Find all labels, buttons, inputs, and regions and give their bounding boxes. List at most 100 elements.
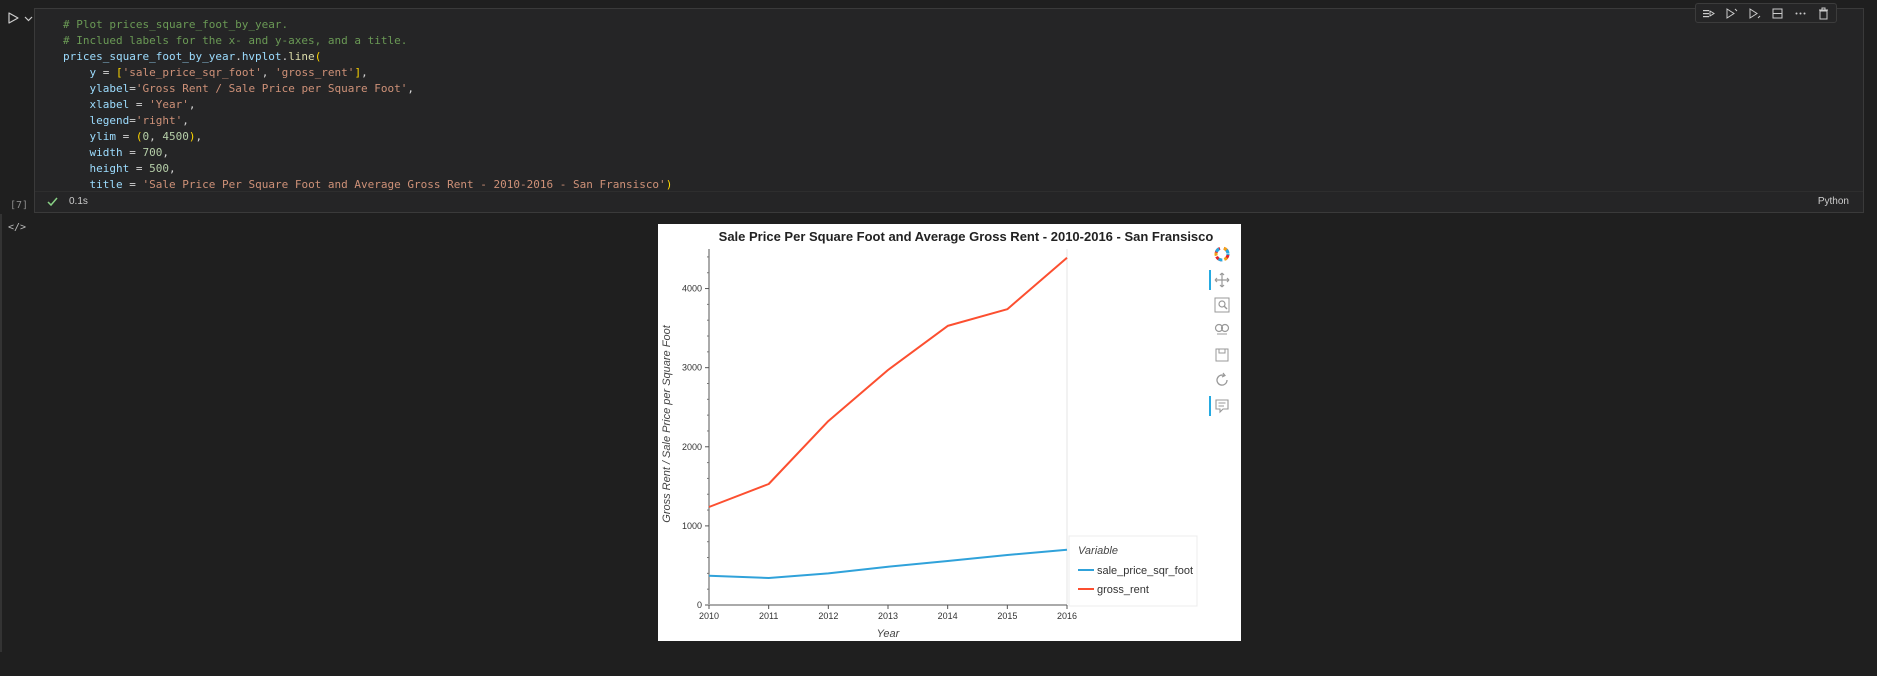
code-token: 500 <box>149 162 169 175</box>
x-tick-label: 2010 <box>699 611 719 621</box>
hover-active-indicator <box>1209 396 1211 416</box>
code-token: [ <box>116 66 123 79</box>
code-token: hvplot <box>241 50 282 63</box>
code-editor[interactable]: # Plot prices_square_foot_by_year. # Incl… <box>63 17 672 193</box>
code-line: ylim = (0, 4500), <box>63 129 672 145</box>
code-token: ( <box>314 50 322 63</box>
code-line: title = 'Sale Price Per Square Foot and … <box>63 177 673 193</box>
pan-icon[interactable] <box>1211 270 1233 290</box>
code-token: , <box>407 82 415 95</box>
run-by-line-icon[interactable] <box>1702 7 1715 20</box>
code-line: height = 500, <box>63 161 672 177</box>
x-tick-label: 2016 <box>1057 611 1077 621</box>
cell-status-bar: 0.1s Python <box>35 191 1863 212</box>
code-token: = <box>122 146 143 159</box>
gutter-line <box>0 214 2 652</box>
code-token: ylim <box>89 130 117 143</box>
code-token: , <box>361 66 368 79</box>
code-token: 'sale_price_sqr_foot' <box>122 66 262 79</box>
code-token: ) <box>665 178 673 191</box>
box-zoom-icon[interactable] <box>1211 295 1233 315</box>
run-cell-icon[interactable] <box>6 11 20 25</box>
x-tick-label: 2014 <box>938 611 958 621</box>
code-token: = <box>129 114 136 127</box>
code-token: ( <box>135 130 143 143</box>
code-token: , <box>149 130 163 143</box>
code-token <box>63 98 90 111</box>
line-chart: Sale Price Per Square Foot and Average G… <box>661 229 1214 640</box>
code-token: , <box>169 162 176 175</box>
code-token: ] <box>354 66 362 79</box>
x-ticks: 2010 2011 2012 2013 2014 2015 2016 <box>699 605 1077 621</box>
save-icon[interactable] <box>1211 345 1233 365</box>
execution-count: [7] <box>10 200 29 211</box>
code-token: # Inclued labels for the x- and y-axes, … <box>63 34 408 47</box>
y-tick-label: 4000 <box>682 284 702 294</box>
code-token: 4500 <box>162 130 189 143</box>
legend-title: Variable <box>1078 545 1118 557</box>
code-token: = <box>122 178 143 191</box>
code-token: = <box>129 82 136 95</box>
wheel-zoom-icon[interactable] <box>1211 320 1233 340</box>
code-token <box>63 130 90 143</box>
output-toggle-icon[interactable]: </> <box>8 222 27 233</box>
code-token: 'right' <box>135 114 183 127</box>
code-token <box>63 66 90 79</box>
execution-time: 0.1s <box>69 196 88 207</box>
code-line: y = ['sale_price_sqr_foot', 'gross_rent'… <box>63 65 672 81</box>
delete-cell-icon[interactable] <box>1817 7 1830 20</box>
code-token: xlabel <box>89 98 130 111</box>
code-token: , <box>195 130 203 143</box>
code-line: legend='right', <box>63 113 672 129</box>
execute-below-icon[interactable] <box>1748 7 1761 20</box>
legend: Variable sale_price_sqr_foot gross_rent <box>1068 535 1198 607</box>
x-tick-label: 2013 <box>878 611 898 621</box>
code-token: , <box>182 114 189 127</box>
code-token: , <box>162 146 169 159</box>
y-tick-label: 2000 <box>682 442 702 452</box>
legend-label: gross_rent <box>1097 584 1149 596</box>
code-line: width = 700, <box>63 145 672 161</box>
code-token: = <box>129 98 150 111</box>
code-token <box>63 82 90 95</box>
code-line: # Inclued labels for the x- and y-axes, … <box>63 33 672 49</box>
hover-icon[interactable] <box>1211 396 1233 416</box>
y-axis-label: Gross Rent / Sale Price per Square Foot <box>661 324 673 522</box>
bokeh-logo-icon[interactable] <box>1211 244 1233 264</box>
code-token: . <box>235 50 242 63</box>
code-token: = <box>129 162 150 175</box>
code-token: 700 <box>142 146 163 159</box>
code-token: ylabel <box>89 82 130 95</box>
code-token: 0 <box>142 130 150 143</box>
run-area <box>6 11 33 25</box>
legend-label: sale_price_sqr_foot <box>1097 565 1193 577</box>
code-cell[interactable]: # Plot prices_square_foot_by_year. # Incl… <box>34 3 1864 213</box>
code-token: 'Sale Price Per Square Foot and Average … <box>142 178 666 191</box>
code-line: # Plot prices_square_foot_by_year. <box>63 17 672 33</box>
chart-output: Sale Price Per Square Foot and Average G… <box>658 224 1241 641</box>
series-line-sale_price_sqr_foot <box>708 548 1068 579</box>
legend-items: sale_price_sqr_foot gross_rent <box>1078 565 1193 596</box>
execute-above-icon[interactable] <box>1725 7 1738 20</box>
chart-title: Sale Price Per Square Foot and Average G… <box>719 229 1214 244</box>
kernel-language[interactable]: Python <box>1817 196 1849 207</box>
x-tick-label: 2015 <box>997 611 1017 621</box>
code-token: ) <box>188 130 196 143</box>
chevron-down-icon[interactable] <box>24 14 33 23</box>
success-check-icon <box>47 197 58 207</box>
y-tick-label: 1000 <box>682 521 702 531</box>
code-token: . <box>281 50 289 63</box>
pan-active-indicator <box>1209 270 1211 290</box>
more-actions-icon[interactable] <box>1794 7 1807 20</box>
code-token <box>63 162 90 175</box>
y-ticks: 0 1000 2000 3000 4000 <box>682 256 709 610</box>
code-token: 'gross_rent' <box>274 66 355 79</box>
code-token: 'Year' <box>149 98 189 111</box>
reset-icon[interactable] <box>1211 370 1233 390</box>
x-tick-label: 2011 <box>759 611 778 621</box>
code-token: y <box>89 66 97 79</box>
split-cell-icon[interactable] <box>1771 7 1784 20</box>
code-token: 'Gross Rent / Sale Price per Square Foot… <box>135 82 408 95</box>
code-token <box>63 146 90 159</box>
